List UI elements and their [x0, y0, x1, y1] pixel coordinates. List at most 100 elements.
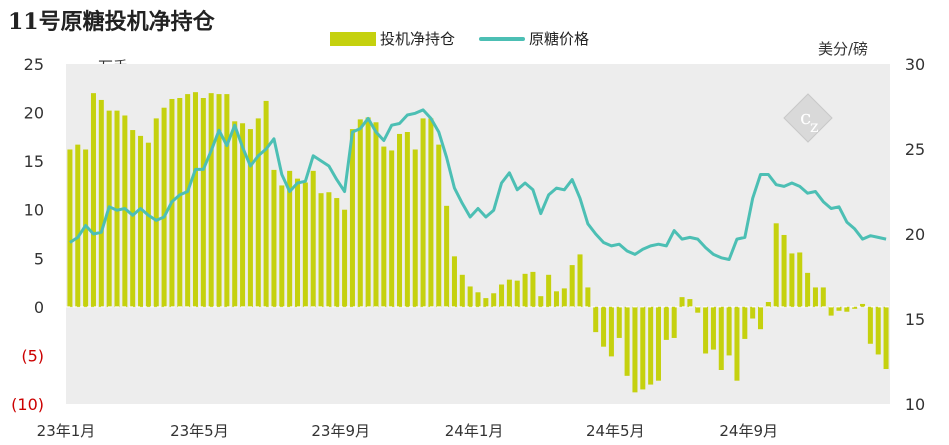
net-position-bar	[436, 144, 442, 307]
net-position-bar	[710, 306, 716, 350]
net-position-bar	[765, 302, 771, 307]
net-position-bar	[130, 130, 136, 307]
left-tick-label: (10)	[11, 395, 44, 414]
net-position-bar	[459, 274, 465, 307]
net-position-bar	[247, 129, 253, 307]
net-position-bar	[263, 100, 269, 307]
net-position-bar	[663, 306, 669, 340]
right-tick-label: 10	[905, 395, 925, 414]
net-position-bar	[310, 170, 316, 307]
right-tick-label: 25	[905, 140, 925, 159]
net-position-bar	[797, 252, 803, 307]
price-line	[69, 108, 887, 261]
net-position-bar	[718, 306, 724, 370]
net-position-bar	[538, 296, 544, 307]
net-position-bar	[852, 306, 858, 309]
net-position-bar	[624, 306, 630, 376]
net-position-bar	[67, 149, 73, 307]
net-position-bar	[349, 129, 355, 307]
legend-line-swatch	[479, 36, 526, 41]
net-position-bar	[397, 133, 403, 307]
net-position-bar	[616, 306, 622, 338]
net-position-bar	[726, 306, 732, 356]
net-position-bar	[177, 98, 183, 307]
net-position-bar	[632, 306, 638, 393]
net-position-bar	[138, 135, 144, 307]
x-tick-label: 24年5月	[586, 422, 645, 440]
net-position-bar	[381, 146, 387, 307]
net-position-bar	[428, 118, 434, 307]
left-tick-label: 25	[24, 55, 44, 74]
net-position-bar	[412, 149, 418, 307]
legend-bar-label: 投机净持仓	[380, 30, 456, 48]
net-position-bar	[860, 303, 866, 307]
x-tick-label: 23年9月	[311, 422, 370, 440]
net-position-bar	[365, 117, 371, 307]
net-position-bar	[232, 121, 238, 307]
net-position-bar	[475, 292, 481, 307]
net-position-bar	[287, 170, 293, 307]
legend-line-label: 原糖价格	[529, 30, 590, 48]
right-tick-label: 15	[905, 310, 925, 329]
net-position-bar	[867, 306, 873, 344]
net-position-bar	[883, 306, 889, 370]
net-position-bar	[334, 198, 340, 307]
svg-text:z: z	[810, 117, 818, 136]
net-position-bar	[420, 118, 426, 307]
x-tick-label: 23年5月	[170, 422, 229, 440]
net-position-bar	[601, 306, 607, 347]
net-position-bar	[240, 123, 246, 307]
right-axis-unit: 美分/磅	[818, 40, 869, 58]
net-position-bar	[648, 306, 654, 385]
x-tick-label: 23年1月	[37, 422, 96, 440]
net-position-bar	[569, 265, 575, 307]
net-position-bar	[75, 144, 81, 307]
net-position-bar	[514, 280, 520, 307]
net-position-bar	[561, 288, 567, 307]
legend-bar-swatch	[330, 31, 376, 46]
net-position-bar	[444, 205, 450, 307]
net-position-bar	[279, 185, 285, 307]
left-tick-label: (5)	[21, 346, 44, 365]
net-position-bar	[200, 98, 206, 307]
net-position-bar	[585, 287, 591, 307]
net-position-bar	[734, 306, 740, 381]
left-tick-label: 5	[34, 249, 44, 268]
net-position-bar	[695, 306, 701, 313]
right-tick-label: 20	[905, 225, 925, 244]
net-position-bar	[357, 119, 363, 307]
net-position-bar	[820, 287, 826, 307]
net-position-bar	[805, 272, 811, 307]
net-position-bar	[812, 287, 818, 307]
net-position-bar	[318, 193, 324, 307]
net-position-bar	[483, 298, 489, 307]
net-position-bar	[224, 94, 230, 307]
net-position-bar	[271, 169, 277, 307]
net-position-bar	[828, 306, 834, 316]
net-position-bar	[608, 306, 614, 357]
net-position-bar	[530, 271, 536, 307]
net-position-bar	[506, 279, 512, 307]
left-tick-label: 15	[24, 152, 44, 171]
net-position-bar	[467, 286, 473, 307]
left-tick-label: 20	[24, 104, 44, 123]
net-position-bar	[499, 284, 505, 307]
net-position-bar	[836, 306, 842, 311]
net-position-bar	[553, 291, 559, 307]
net-position-bar	[758, 306, 764, 330]
net-position-bar	[546, 274, 552, 307]
net-position-bar	[90, 93, 96, 307]
net-position-bar	[671, 306, 677, 338]
svg-text:c: c	[800, 105, 811, 129]
net-position-bar	[208, 93, 214, 307]
net-position-bar	[326, 192, 332, 307]
chart-title: 11号原糖投机净持仓	[8, 9, 215, 35]
net-position-bar	[192, 92, 198, 307]
x-tick-label: 24年9月	[719, 422, 778, 440]
net-position-bar	[216, 94, 222, 307]
net-position-bar	[703, 306, 709, 354]
net-position-bar	[687, 299, 693, 307]
net-position-bar	[789, 253, 795, 307]
net-position-bar	[294, 178, 301, 307]
